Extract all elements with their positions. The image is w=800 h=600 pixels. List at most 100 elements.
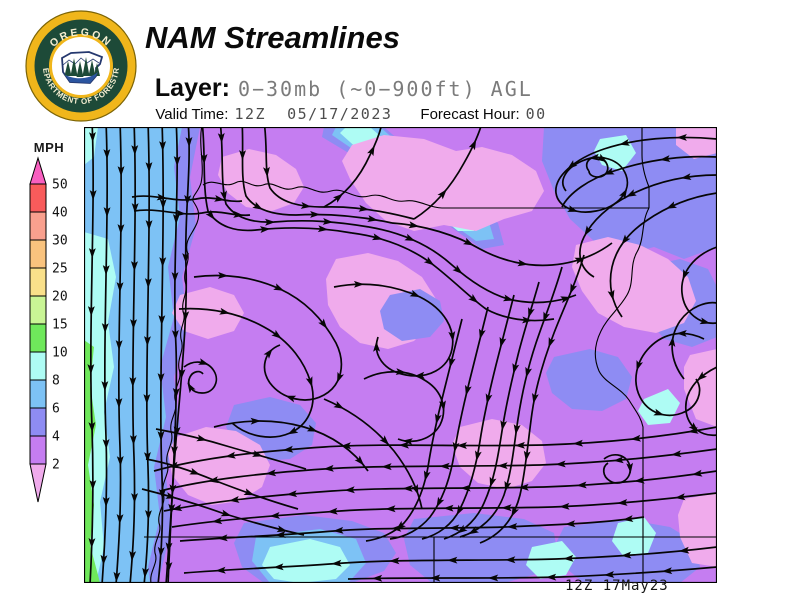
legend-segment (29, 351, 47, 381)
arrowhead (333, 193, 344, 203)
arrowhead (100, 554, 108, 566)
arrowhead (158, 489, 166, 500)
arrowhead (411, 484, 419, 495)
arrowhead (439, 400, 446, 412)
arrowhead (323, 464, 334, 472)
arrowhead (668, 336, 676, 347)
arrowhead (414, 371, 425, 379)
arrowhead (220, 509, 232, 517)
streamline-map-svg (83, 126, 718, 584)
arrowhead (358, 204, 370, 212)
arrowhead (545, 573, 557, 581)
streamline (263, 127, 415, 220)
arrowhead (517, 259, 529, 267)
streamline (159, 448, 717, 492)
legend-segment (29, 239, 47, 269)
arrowhead (337, 371, 344, 383)
arrowhead (404, 233, 416, 241)
arrowhead (511, 506, 519, 517)
arrowhead (322, 218, 334, 225)
legend-segment (29, 323, 47, 353)
arrowhead (157, 546, 165, 558)
layer-value: 0−30mb (~0−900ft) AGL (237, 77, 533, 101)
arrowhead (144, 452, 151, 463)
arrowhead (200, 154, 208, 165)
arrowhead (87, 306, 95, 317)
arrowhead (676, 134, 687, 141)
arrowhead (259, 226, 271, 233)
arrowhead (331, 559, 342, 567)
arrowhead (468, 139, 477, 151)
arrowhead (512, 363, 520, 374)
arrowhead (143, 394, 151, 405)
arrowhead (271, 329, 282, 339)
streamline-arrowheads (87, 132, 711, 583)
arrowhead (487, 574, 499, 582)
streamline (443, 281, 540, 540)
arrowhead (630, 434, 642, 442)
streamline (561, 155, 717, 208)
arrowhead (173, 426, 181, 437)
arrowhead (159, 257, 167, 268)
arrowhead (333, 526, 344, 534)
streamline (635, 332, 705, 417)
arrowhead (371, 574, 383, 582)
streamline (133, 209, 251, 217)
arrowhead (168, 461, 179, 469)
arrowhead (171, 445, 178, 457)
arrowhead (555, 460, 566, 468)
arrowhead (688, 426, 699, 434)
arrowhead (88, 422, 96, 433)
arrowhead (699, 317, 711, 325)
arrowhead (158, 315, 166, 326)
arrowhead (171, 330, 179, 341)
trees (64, 57, 100, 77)
arrowhead (115, 398, 123, 409)
arrowhead (456, 504, 465, 516)
arrowhead (165, 561, 173, 573)
streamline (579, 174, 717, 278)
arrowhead (634, 476, 645, 484)
arrowhead (532, 393, 539, 404)
arrowhead (89, 480, 97, 491)
arrowhead (626, 462, 633, 474)
arrowhead (102, 265, 110, 276)
arrowhead (184, 194, 192, 206)
layer-label: Layer: (154, 74, 230, 102)
layer-line: Layer: 0−30mb (~0−900ft) AGL (146, 56, 533, 103)
arrowhead (563, 554, 574, 562)
arrowhead (113, 571, 121, 583)
arrowhead (171, 272, 179, 283)
legend-segment (29, 183, 47, 213)
arrowhead (567, 160, 578, 170)
legend-segment (29, 211, 47, 241)
arrowhead (523, 450, 531, 462)
legend-segment (29, 407, 47, 437)
arrowhead (525, 366, 532, 378)
arrowhead (145, 162, 153, 173)
arrowhead (265, 218, 276, 226)
arrowhead (165, 492, 177, 499)
arrowhead (572, 439, 584, 447)
arrowhead (333, 401, 345, 409)
arrowhead (489, 476, 497, 488)
valid-time-label: Valid Time: (155, 106, 229, 123)
streamline (555, 136, 717, 213)
arrowhead (596, 153, 607, 163)
arrowhead (145, 220, 153, 231)
arrowhead (507, 523, 518, 530)
legend-tick-label: 8 (52, 374, 60, 389)
arrowhead (217, 272, 229, 279)
arrowhead (619, 188, 628, 200)
streamline (671, 301, 717, 380)
arrowhead (115, 340, 123, 351)
arrowhead (169, 484, 177, 495)
arrowhead (317, 225, 329, 233)
arrowhead (621, 234, 631, 245)
arrowhead (205, 209, 215, 220)
arrowhead (613, 456, 624, 464)
arrowhead (171, 504, 183, 512)
arrowhead (116, 282, 124, 293)
arrowhead (142, 567, 150, 579)
arrowhead (129, 550, 137, 562)
